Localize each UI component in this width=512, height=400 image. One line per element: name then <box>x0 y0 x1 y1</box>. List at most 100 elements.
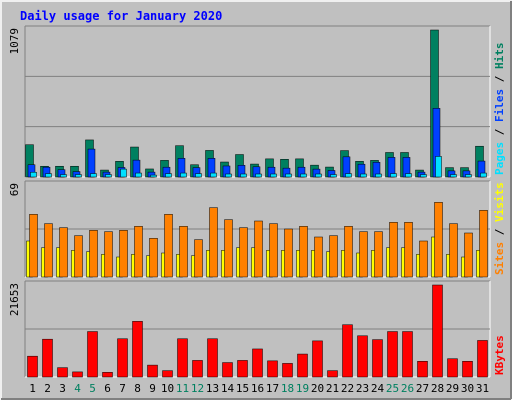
panel-legend: Pages / Files / Hits <box>493 43 506 176</box>
x-tick-label: 2 <box>44 382 51 395</box>
bar-pages <box>75 174 82 178</box>
legend-entry: Pages <box>493 142 506 175</box>
bar-kbytes <box>357 335 368 378</box>
day-bars-5 <box>85 139 97 178</box>
panel-hits-files-pages: 1079 Pages / Files / Hits <box>8 25 506 178</box>
x-tick-label: 20 <box>311 382 324 395</box>
x-tick-label: 7 <box>119 382 126 395</box>
bar-pages <box>270 173 277 178</box>
x-tick-label: 9 <box>149 382 156 395</box>
day-bars-26 <box>400 152 412 178</box>
bar-visits <box>164 214 173 278</box>
legend-entry: Hits <box>493 43 506 70</box>
bar-kbytes <box>132 321 143 378</box>
day-bars-12 <box>192 360 203 378</box>
bar-kbytes <box>42 338 53 378</box>
day-bars-27 <box>416 240 428 278</box>
day-bars-18 <box>281 228 293 278</box>
y-axis-max-label: 1079 <box>8 28 21 55</box>
x-tick-label: 12 <box>191 382 204 395</box>
x-tick-label: 24 <box>371 382 385 395</box>
bar-kbytes <box>237 360 248 378</box>
day-bars-27 <box>417 361 428 378</box>
day-bars-4 <box>70 165 82 178</box>
bar-pages <box>450 174 457 178</box>
bar-kbytes <box>27 355 38 378</box>
bar-pages <box>120 168 127 178</box>
bar-kbytes <box>57 367 68 378</box>
bar-pages <box>375 173 382 178</box>
day-bars-16 <box>250 163 262 178</box>
day-bars-30 <box>460 167 472 178</box>
panel-visits-sites: 69 Sites / Visits <box>8 180 506 278</box>
bar-pages <box>480 172 487 178</box>
bar-visits <box>314 236 323 278</box>
day-bars-3 <box>55 165 67 178</box>
bar-kbytes <box>102 372 113 378</box>
day-bars-8 <box>132 321 143 378</box>
bar-visits <box>464 232 473 278</box>
bar-visits <box>284 228 293 278</box>
bar-kbytes <box>447 358 458 378</box>
day-bars-11 <box>176 226 188 278</box>
x-axis-tick-labels: 1 2 3 4 5 6 7 8 9 10 11 12 13 14 15 16 17 18 19 20 21 22 23 24 2… <box>29 382 489 395</box>
bar-pages <box>255 173 262 178</box>
day-bars-21 <box>326 235 338 278</box>
day-bars-9 <box>147 364 158 378</box>
bar-kbytes <box>147 364 158 378</box>
x-tick-label: 13 <box>206 382 219 395</box>
day-bars-5 <box>87 331 98 378</box>
day-bars-23 <box>355 161 367 178</box>
bar-pages <box>420 174 427 178</box>
bar-kbytes <box>117 338 128 378</box>
day-bars-28 <box>432 284 443 378</box>
bar-visits <box>269 223 278 278</box>
day-bars-1 <box>25 144 37 178</box>
day-bars-22 <box>340 150 352 178</box>
bar-kbytes <box>222 362 233 378</box>
x-tick-label: 16 <box>251 382 264 395</box>
bar-pages <box>315 173 322 178</box>
bar-visits <box>209 207 218 278</box>
day-bars-21 <box>325 166 337 178</box>
day-bars-29 <box>447 358 458 378</box>
bar-visits <box>434 202 443 278</box>
x-tick-label: 31 <box>476 382 489 395</box>
day-bars-6 <box>102 372 113 378</box>
bar-pages <box>345 173 352 178</box>
bar-pages <box>465 174 472 178</box>
bar-visits <box>104 231 113 278</box>
bar-pages <box>330 174 337 178</box>
bar-pages <box>360 173 367 178</box>
x-tick-label: 4 <box>74 382 81 395</box>
bar-kbytes <box>372 339 383 378</box>
x-tick-label: 8 <box>134 382 141 395</box>
bar-visits <box>224 219 233 278</box>
day-bars-21 <box>327 370 338 378</box>
bar-pages <box>285 173 292 178</box>
bar-pages <box>45 173 52 178</box>
day-bars-10 <box>161 214 173 278</box>
bar-pages <box>390 173 397 178</box>
x-tick-label: 14 <box>221 382 235 395</box>
x-tick-label: 1 <box>29 382 36 395</box>
day-bars-31 <box>475 145 487 178</box>
day-bars-9 <box>145 168 157 178</box>
bar-kbytes <box>267 360 278 378</box>
day-bars-8 <box>130 146 142 178</box>
day-bars-29 <box>446 223 458 278</box>
day-bars-17 <box>266 223 278 278</box>
legend-entry: / <box>493 69 506 89</box>
bar-kbytes <box>417 361 428 378</box>
legend-entry: / <box>493 222 506 242</box>
legend-entry: Sites <box>493 242 506 275</box>
x-tick-label: 18 <box>281 382 294 395</box>
bar-visits <box>29 214 38 278</box>
bar-pages <box>60 174 67 178</box>
day-bars-2 <box>40 165 52 178</box>
day-bars-30 <box>462 361 473 378</box>
bar-pages <box>240 173 247 178</box>
day-bars-18 <box>280 159 292 178</box>
panel-legend: Sites / Visits <box>493 182 506 275</box>
bar-visits <box>254 220 263 278</box>
